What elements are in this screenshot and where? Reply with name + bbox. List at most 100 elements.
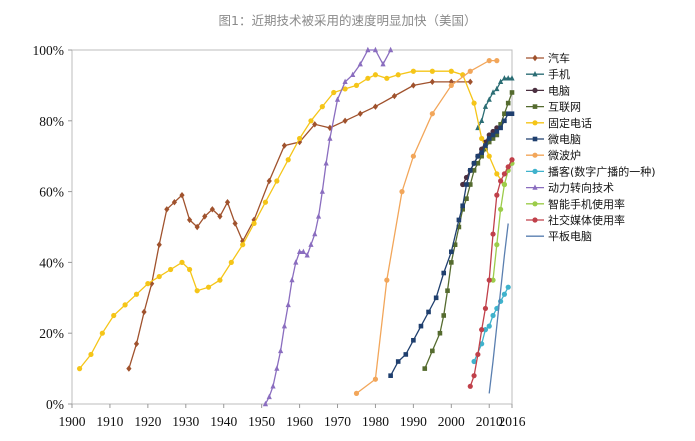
data-point [532,120,538,126]
legend-label: 智能手机使用率 [548,197,625,211]
data-point [501,171,508,177]
data-point [410,82,416,89]
data-point [449,249,454,255]
legend-item: 固定电话 [526,116,592,130]
data-point [452,242,458,247]
data-point [532,87,538,93]
legend-item: 动力转向技术 [526,181,614,195]
legend-label: 社交媒体使用率 [548,213,625,227]
data-point [274,365,280,371]
y-tick-label: 20% [39,326,64,341]
data-point [490,231,496,237]
data-point [76,366,83,372]
data-point [357,110,363,117]
series-10 [467,157,515,389]
data-point [308,118,314,124]
data-point [293,259,299,265]
y-axis: 0% 20% 40% 60% 80% 100% [33,43,72,412]
data-point [296,248,303,254]
data-point [262,199,269,205]
x-tick-label: 1950 [248,414,275,429]
series-line [264,49,392,405]
data-point [494,242,500,248]
data-point [482,103,489,109]
y-tick-label: 60% [39,185,64,200]
data-point [315,213,322,219]
series-layer [76,46,515,407]
plot-frame [71,49,513,405]
x-tick-label: 1970 [324,414,351,429]
data-point [509,90,515,95]
data-point [429,68,435,74]
data-point [111,312,117,319]
data-point [505,75,511,81]
data-point [308,241,314,247]
data-point [133,291,140,297]
data-point [486,58,492,64]
data-point [430,348,435,354]
x-tick-label: 1940 [210,414,237,429]
data-point [217,277,223,283]
data-point [479,135,485,142]
data-point [532,54,538,62]
data-point [471,358,477,365]
data-point [532,152,538,158]
data-point [133,340,140,348]
data-point [281,142,288,149]
data-point [483,146,488,152]
data-point [532,71,538,77]
data-point [323,160,329,166]
data-point [467,78,473,86]
data-point [342,86,348,92]
legend-item: 电脑 [526,84,570,97]
legend-item: 播客(数字广播的一种) [526,164,656,178]
data-point [501,181,508,188]
data-point [471,373,477,379]
legend-item: 微波炉 [526,148,581,162]
data-point [289,276,295,283]
x-tick-label: 1920 [134,414,161,429]
data-point [334,96,341,102]
data-point [479,117,485,123]
data-point [464,196,469,201]
data-point [498,122,503,127]
legend-item: 平板电脑 [526,229,592,243]
data-point [274,178,280,184]
data-point [532,104,538,109]
data-point [441,270,447,276]
data-point [372,103,379,110]
data-point [262,400,269,407]
data-point [209,206,215,213]
legend-label: 汽车 [548,51,570,65]
data-point [126,365,132,372]
y-tick-label: 100% [33,43,65,58]
data-point [266,393,272,400]
data-point [471,160,477,166]
data-point [486,153,492,159]
data-point [448,68,454,74]
data-point [304,252,310,258]
data-point [372,46,379,53]
data-point [240,242,246,248]
data-point [342,78,348,85]
data-point [505,100,511,106]
data-point [270,383,276,389]
data-point [471,168,477,173]
data-point [467,383,473,389]
x-tick-label: 1900 [59,414,86,429]
legend-item: 汽车 [526,51,570,65]
data-point [251,220,257,227]
legend-item: 社交媒体使用率 [526,213,625,227]
data-point [365,46,371,53]
data-point [502,118,507,124]
data-point [365,75,371,81]
data-point [501,291,508,297]
data-point [494,58,500,64]
legend-label: 动力转向技术 [548,181,614,195]
x-tick-label: 1990 [400,414,427,429]
data-point [426,309,431,315]
data-point [319,104,325,110]
data-point [232,220,238,227]
data-point [156,273,162,280]
